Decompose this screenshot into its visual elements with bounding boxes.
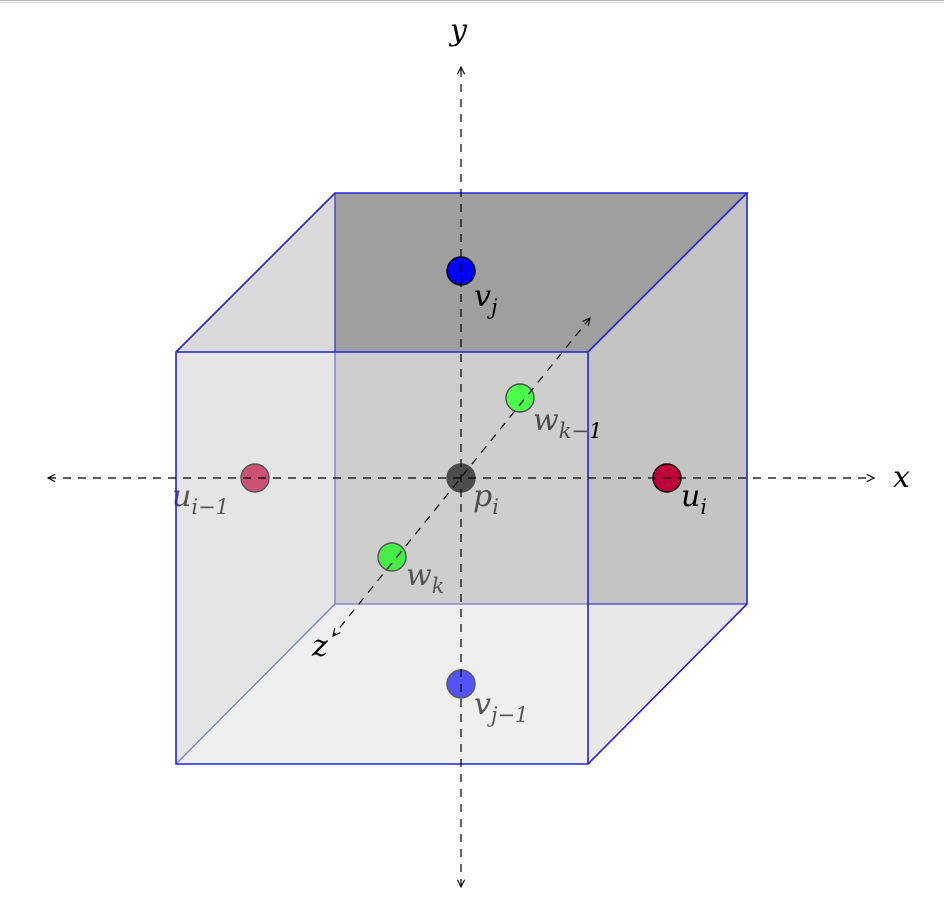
label-u-right: ui <box>681 479 707 519</box>
label-u-left: ui−1 <box>172 479 229 519</box>
cube-top-edges <box>175 192 749 353</box>
label-v-bottom: vj−1 <box>474 687 528 727</box>
cube-hidden-edge <box>175 603 336 765</box>
y-axis-label: y <box>448 13 468 48</box>
z-axis-label: z <box>311 629 328 664</box>
point-w-front[interactable] <box>377 542 407 572</box>
axes <box>48 67 874 887</box>
label-v-top: vj <box>474 279 498 319</box>
cube-right-edges <box>587 193 748 765</box>
x-axis-label: x <box>893 460 910 495</box>
top-border <box>0 0 944 3</box>
